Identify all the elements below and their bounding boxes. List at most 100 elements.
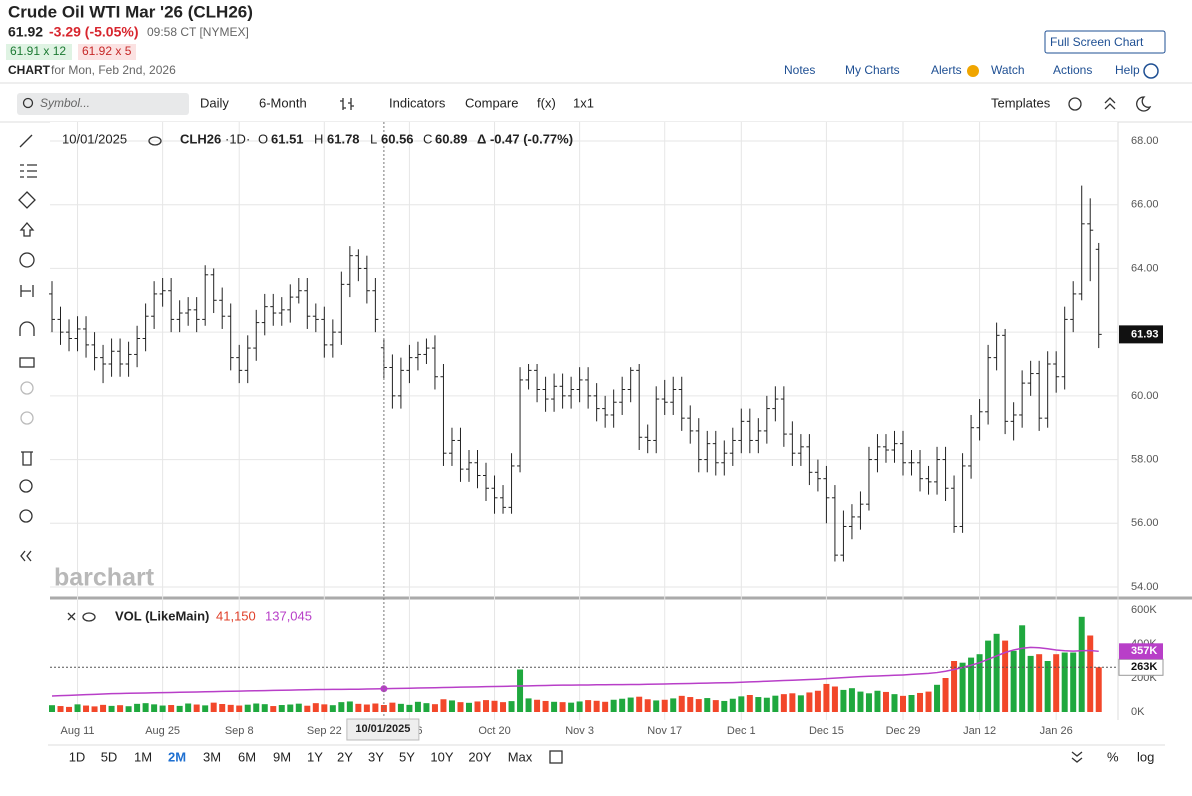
bar-type-icon[interactable] [340,98,354,110]
layout[interactable]: 1x1 [573,95,594,110]
period-button[interactable]: 9M [273,749,291,764]
tool-redo[interactable] [20,411,34,425]
tool-magnet[interactable] [19,321,35,336]
period-button[interactable]: 3M [203,749,221,764]
volume-bar [593,700,600,712]
volume-bar [227,704,234,712]
tool-line[interactable] [19,134,33,148]
indicators[interactable]: Indicators [389,95,446,110]
last-price-box [1119,325,1163,344]
volume-bar [406,704,413,712]
tool-note[interactable] [19,252,35,268]
volume-legend-value: 41,150 [216,608,256,623]
eye-icon[interactable] [82,612,96,622]
tool-lock[interactable] [19,357,35,368]
nav-my-charts[interactable]: My Charts [845,63,900,77]
period-button[interactable]: 1D [69,749,86,764]
volume-bar [465,702,472,712]
volume-bar [576,701,583,712]
period-button[interactable]: 20Y [468,749,491,764]
volume-bar [568,702,575,712]
volume-bar [108,705,115,712]
nav-actions[interactable]: Actions [1053,63,1092,77]
volume-bar [780,694,787,712]
collapse-icon[interactable] [1104,97,1116,110]
tool-zoom-out[interactable] [19,509,33,523]
calendar-icon[interactable] [549,750,563,764]
crosshair-date-box [346,718,420,741]
settings-icon[interactable] [1068,97,1082,111]
tool-undo[interactable] [20,381,34,395]
expand-icon[interactable] [1071,751,1083,763]
x-tick-label: Oct 20 [478,725,510,737]
theme-icon[interactable] [1136,96,1152,112]
volume-legend: VOL (LikeMain) 41,150 137,045 [67,608,312,623]
volume-bar [627,697,634,712]
x-tick-label: Dec 1 [727,725,756,737]
interval-menu[interactable]: Daily [200,95,229,110]
volume-bar [83,705,90,712]
eye-icon[interactable] [148,136,162,146]
fullscreen-button[interactable] [1044,30,1166,54]
period-button[interactable]: 6M [238,749,256,764]
tool-arrow[interactable] [19,222,35,237]
volume-bar [168,705,175,712]
percent-toggle[interactable]: % [1107,749,1119,764]
period-button[interactable]: Max [508,749,533,764]
tool-collapse[interactable] [20,550,32,562]
volume-bar [746,695,753,712]
tool-measure[interactable] [20,285,34,297]
volume-bar [755,697,762,712]
nav-help[interactable]: Help [1115,63,1140,77]
volume-bar [882,691,889,712]
volume-bar [704,698,711,712]
symbol-input[interactable] [17,93,189,115]
templates[interactable]: Templates [991,95,1051,110]
nav-alerts[interactable]: Alerts [931,63,962,77]
period-button[interactable]: 5D [101,749,118,764]
volume-bar [661,699,668,712]
legend-symbol: CLH26 [180,131,221,146]
legend-interval: ·1D· [225,131,250,146]
volume-bar [1095,667,1102,712]
volume-bar [1010,650,1017,712]
functions[interactable]: f(x) [537,95,556,110]
volume-bar [695,699,702,712]
volume-bar [202,705,209,712]
price-change: -3.29 (-5.05%) [49,24,138,40]
range-menu[interactable]: 6-Month [259,95,307,110]
nav-notes[interactable]: Notes [784,63,815,77]
tool-delete[interactable] [21,451,33,466]
legend-h: H [314,131,323,146]
volume-bar [551,701,558,712]
period-button[interactable]: 5Y [399,749,415,764]
x-tick-label: Sep 22 [307,725,342,737]
period-button[interactable]: 2M [168,749,186,764]
volume-bar [134,703,141,712]
volume-bar [193,704,200,712]
x-tick-label: Aug 25 [145,725,180,737]
legend-delta: Δ -0.47 (-0.77%) [477,131,573,146]
nav-watch[interactable]: Watch [991,63,1025,77]
period-button[interactable]: 10Y [430,749,453,764]
period-button[interactable]: 1Y [307,749,323,764]
y-tick-label: 56.00 [1131,517,1159,529]
volume-bar [610,699,617,712]
volume-bar [814,690,821,712]
volume-bar [1070,652,1077,712]
x-tick-label: Dec 29 [886,725,921,737]
x-tick-label: Jan 26 [1040,725,1073,737]
legend-date: 10/01/2025 [62,131,127,146]
tool-shape[interactable] [18,191,36,209]
period-button[interactable]: 2Y [337,749,353,764]
tool-zoom-in[interactable] [19,479,33,493]
log-toggle[interactable]: log [1137,749,1154,764]
volume-bar [670,698,677,712]
volume-bar [142,703,149,712]
compare[interactable]: Compare [465,95,518,110]
close-icon[interactable] [67,612,76,621]
period-button[interactable]: 3Y [368,749,384,764]
tool-fib[interactable] [20,164,37,178]
period-button[interactable]: 1M [134,749,152,764]
volume-bar [823,683,830,712]
